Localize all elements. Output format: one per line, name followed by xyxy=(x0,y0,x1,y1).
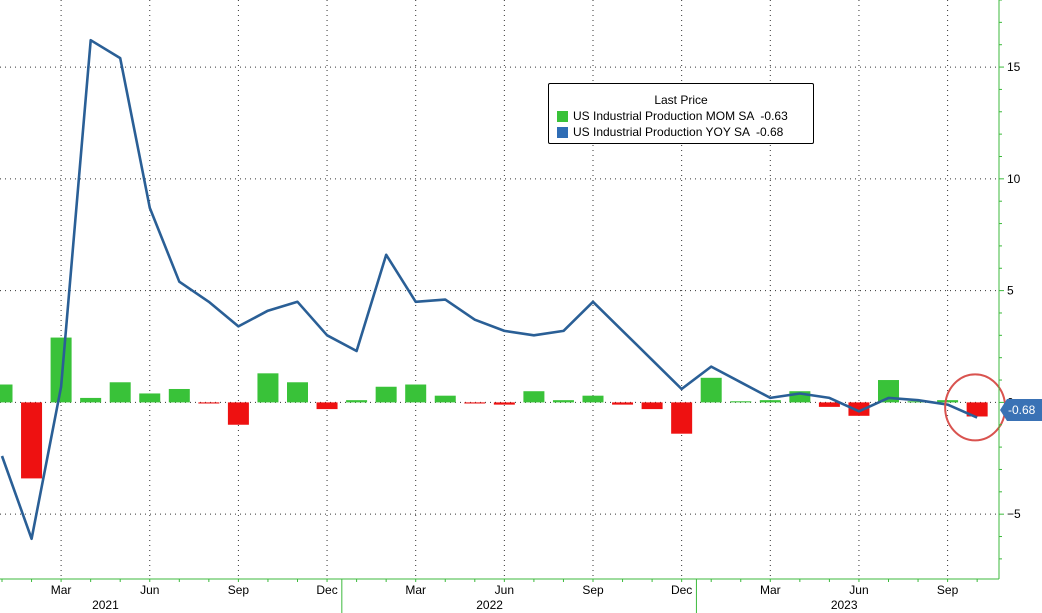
year-label: 2022 xyxy=(476,598,503,612)
legend-swatch-mom xyxy=(557,110,568,122)
last-value-badge: -0.68 xyxy=(1000,399,1042,421)
legend-item-mom: US Industrial Production MOM SA -0.63 xyxy=(549,108,813,124)
mom-bar xyxy=(848,402,870,416)
year-label: 2023 xyxy=(831,598,858,612)
x-tick-label: Sep xyxy=(228,583,250,597)
mom-bar xyxy=(21,402,43,479)
badge-shape xyxy=(1000,399,1042,421)
mom-bar xyxy=(168,388,190,403)
last-value-label: -0.68 xyxy=(1008,403,1036,417)
x-tick-label: Jun xyxy=(495,583,514,597)
x-tick-label: Mar xyxy=(51,583,72,597)
mom-bar xyxy=(198,402,220,404)
mom-bar xyxy=(493,402,515,405)
mom-bar xyxy=(671,402,693,434)
mom-bar xyxy=(523,391,545,403)
mom-bar xyxy=(759,400,781,403)
mom-bar xyxy=(346,400,368,403)
mom-bar xyxy=(582,395,604,403)
mom-bar xyxy=(405,384,427,403)
x-tick-label: Dec xyxy=(671,583,692,597)
mom-bar xyxy=(434,395,456,403)
x-tick-label: Sep xyxy=(937,583,959,597)
legend-label-yoy: US Industrial Production YOY SA xyxy=(573,125,750,139)
mom-bar xyxy=(287,382,308,403)
mom-bar xyxy=(878,380,899,403)
mom-bar xyxy=(818,402,840,407)
legend-swatch-yoy xyxy=(557,126,568,138)
mom-bar xyxy=(227,402,249,425)
y-tick-label: 5 xyxy=(1007,284,1014,298)
mom-bar xyxy=(789,391,811,403)
mom-bar xyxy=(375,386,397,403)
legend-label-mom: US Industrial Production MOM SA xyxy=(573,109,755,123)
legend-title: Last Price xyxy=(654,93,708,107)
mom-bar xyxy=(139,393,161,403)
x-tick-label: Mar xyxy=(405,583,426,597)
mom-bar xyxy=(0,384,13,403)
mom-bar xyxy=(612,402,634,405)
y-tick-label: 15 xyxy=(1007,60,1021,74)
x-tick-label: Sep xyxy=(582,583,604,597)
mom-bar xyxy=(316,402,338,410)
y-tick-label: 10 xyxy=(1007,172,1021,186)
chart-legend: Last Price US Industrial Production MOM … xyxy=(548,83,814,144)
x-tick-label: Mar xyxy=(760,583,781,597)
mom-bar xyxy=(109,382,131,403)
legend-value-mom: -0.63 xyxy=(760,109,788,123)
mom-bar xyxy=(641,402,663,410)
mom-bar xyxy=(50,337,72,403)
mom-bar xyxy=(464,402,486,404)
mom-bar xyxy=(80,397,102,403)
yoy-line xyxy=(0,38,978,541)
mom-bar xyxy=(907,401,929,403)
legend-item-yoy: US Industrial Production YOY SA -0.68 xyxy=(549,124,813,140)
mom-bar xyxy=(730,401,752,403)
legend-value-yoy: -0.68 xyxy=(755,125,784,139)
mom-bar xyxy=(937,400,959,403)
x-tick-label: Jun xyxy=(849,583,868,597)
mom-bar xyxy=(257,373,279,403)
x-tick-label: Jun xyxy=(140,583,159,597)
year-label: 2021 xyxy=(92,598,119,612)
mom-bar xyxy=(552,400,574,403)
mom-bar xyxy=(966,402,988,417)
mom-bar xyxy=(700,377,722,403)
y-tick-label: −5 xyxy=(1007,507,1021,521)
x-tick-label: Dec xyxy=(316,583,337,597)
